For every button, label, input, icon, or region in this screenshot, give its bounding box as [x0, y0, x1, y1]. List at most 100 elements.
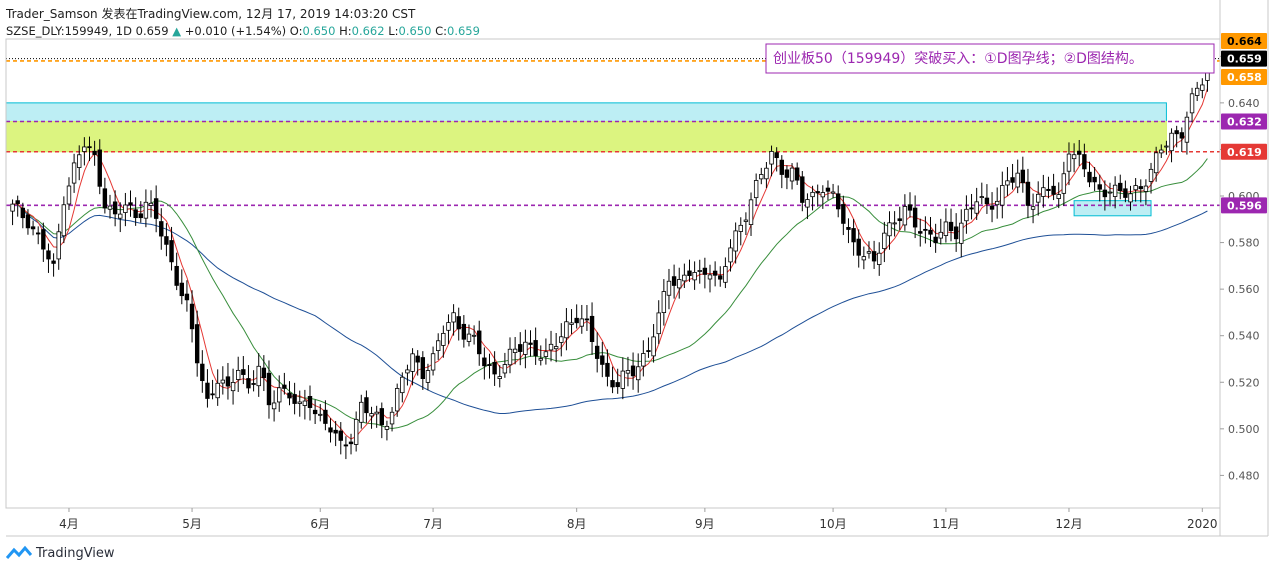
candle-body: [979, 196, 984, 199]
candle-body: [989, 205, 995, 210]
candle-body: [866, 251, 872, 254]
candle-body: [497, 376, 502, 379]
candle: [107, 194, 113, 219]
candle: [164, 223, 169, 257]
axes: [5, 0, 1269, 537]
candle-body: [51, 260, 56, 264]
candle-body: [630, 365, 636, 377]
candle-body: [492, 361, 497, 375]
candle-body: [261, 367, 267, 379]
candle-body: [189, 303, 195, 330]
candle: [1051, 173, 1056, 201]
candle: [518, 332, 523, 366]
candle: [420, 351, 426, 390]
candle-body: [205, 382, 210, 399]
candle-body: [436, 340, 441, 351]
zones: [5, 102, 1167, 217]
candle: [620, 357, 626, 400]
candle: [471, 325, 477, 345]
candle-body: [179, 282, 184, 297]
candle-body: [564, 321, 569, 339]
candle: [948, 208, 954, 242]
candle-body: [1118, 182, 1123, 192]
tradingview-logo[interactable]: TradingView: [6, 545, 115, 561]
candle: [287, 381, 292, 406]
candle-body: [1056, 194, 1061, 199]
candle: [851, 219, 856, 256]
candle: [384, 420, 390, 441]
open-value: 0.650: [302, 24, 336, 38]
ma-slow-line: [12, 203, 1208, 414]
candle-body: [307, 396, 313, 408]
candle: [25, 209, 31, 235]
candle-body: [36, 232, 41, 235]
candle: [912, 195, 918, 239]
candle-body: [20, 207, 26, 219]
candle: [1082, 143, 1087, 178]
candle-body: [241, 369, 246, 375]
symbol-label: SZSE_DLY:159949, 1D: [6, 24, 132, 38]
candle: [1056, 182, 1061, 209]
candle: [1112, 176, 1118, 209]
candle: [292, 382, 297, 415]
candle-body: [738, 224, 743, 232]
candle: [574, 304, 579, 329]
candle-body: [841, 204, 846, 224]
candle: [892, 211, 897, 237]
time-tick-label: 8月: [567, 517, 587, 531]
candle: [1015, 159, 1020, 194]
candle: [1164, 140, 1169, 155]
candle-body: [210, 393, 215, 396]
candle: [189, 290, 195, 343]
candle: [236, 356, 241, 392]
candle-body: [759, 174, 764, 180]
candle-body: [405, 369, 410, 374]
candle: [692, 261, 697, 290]
candle-body: [605, 362, 610, 377]
candle: [379, 402, 384, 439]
time-tick-label: 9月: [695, 517, 715, 531]
candle: [738, 217, 743, 246]
price-tick-label: 0.580: [1228, 237, 1260, 250]
candle: [477, 320, 482, 366]
candle: [1020, 156, 1026, 193]
candle-body: [856, 238, 861, 256]
candle: [815, 184, 820, 207]
candle-body: [1174, 130, 1179, 135]
candle: [338, 422, 343, 455]
candle-body: [615, 382, 620, 388]
candle: [359, 394, 364, 429]
candle: [307, 385, 313, 421]
candle-body: [77, 154, 82, 168]
candle-body: [92, 150, 97, 155]
candle-body: [266, 372, 272, 406]
candle: [523, 329, 528, 369]
candle: [1143, 179, 1149, 206]
candle-body: [836, 193, 841, 210]
candle: [753, 173, 759, 206]
candle: [497, 365, 502, 388]
candle-body: [71, 162, 77, 184]
candle: [425, 363, 431, 391]
zone-1: [5, 120, 1167, 153]
candle-body: [1102, 189, 1108, 198]
candle: [1159, 144, 1164, 158]
time-axis: 4月 5月 6月 7月 8月 9月 10月 11月 12月 2020: [59, 508, 1218, 531]
candle-body: [251, 383, 256, 385]
candle: [507, 337, 513, 374]
candle-body: [851, 228, 856, 243]
candle-body: [523, 341, 528, 355]
price-label-text: 0.596: [1227, 199, 1262, 212]
candle: [430, 346, 436, 376]
candle-body: [589, 315, 595, 342]
candle-body: [148, 202, 154, 206]
candle: [646, 337, 651, 358]
candle-body: [87, 146, 92, 149]
candle-body: [1148, 168, 1154, 182]
candle: [902, 194, 908, 231]
candle-body: [1066, 153, 1072, 172]
candle-body: [30, 226, 36, 230]
candle-body: [794, 167, 800, 181]
price-label-0.659: 0.659: [1221, 50, 1267, 67]
